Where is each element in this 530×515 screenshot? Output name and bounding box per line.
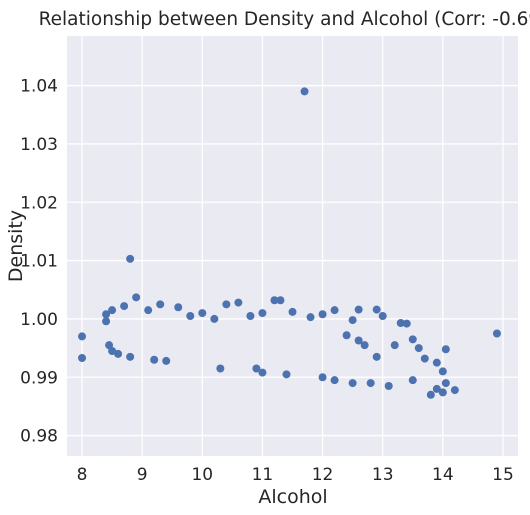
chart-title: Relationship between Density and Alcohol… bbox=[39, 9, 530, 30]
data-point bbox=[408, 376, 417, 385]
data-point bbox=[420, 354, 429, 363]
data-point bbox=[126, 254, 135, 263]
data-point bbox=[246, 312, 255, 320]
data-point bbox=[270, 296, 279, 305]
data-point bbox=[252, 364, 261, 373]
data-point bbox=[132, 293, 141, 302]
data-point bbox=[372, 305, 381, 314]
data-point bbox=[318, 310, 327, 319]
x-tick-label: 12 bbox=[312, 465, 334, 485]
data-point bbox=[120, 302, 129, 311]
grid-lines bbox=[67, 36, 518, 456]
data-point bbox=[216, 364, 225, 373]
data-point bbox=[402, 319, 411, 328]
data-point bbox=[318, 373, 327, 382]
x-tick-labels: 8 9 10 11 12 13 14 15 bbox=[77, 465, 514, 485]
data-point bbox=[102, 310, 111, 319]
y-tick-label: 0.98 bbox=[20, 427, 58, 447]
y-tick-label: 1.01 bbox=[20, 252, 58, 272]
data-point bbox=[300, 87, 309, 96]
data-point bbox=[144, 306, 153, 315]
x-tick-label: 15 bbox=[492, 465, 514, 485]
data-point bbox=[396, 319, 405, 327]
data-point bbox=[372, 352, 381, 361]
y-tick-label: 0.99 bbox=[20, 368, 58, 388]
data-point bbox=[354, 336, 363, 345]
data-point bbox=[288, 307, 297, 316]
data-point bbox=[258, 368, 267, 377]
x-tick-label: 9 bbox=[137, 465, 148, 485]
data-point bbox=[384, 382, 393, 390]
data-point bbox=[186, 312, 195, 320]
data-point bbox=[438, 388, 447, 397]
data-point bbox=[450, 386, 459, 395]
data-point bbox=[78, 332, 87, 341]
data-point bbox=[222, 300, 231, 309]
data-point bbox=[432, 384, 441, 393]
data-point bbox=[492, 329, 501, 338]
x-tick-label: 11 bbox=[252, 465, 274, 485]
y-tick-label: 1.00 bbox=[20, 310, 58, 330]
data-point bbox=[342, 331, 351, 340]
data-point bbox=[234, 298, 243, 307]
data-point bbox=[198, 309, 207, 318]
data-point bbox=[330, 306, 339, 315]
data-point bbox=[354, 305, 363, 314]
x-tick-label: 14 bbox=[432, 465, 454, 485]
x-tick-label: 13 bbox=[372, 465, 394, 485]
y-axis-label: Density bbox=[5, 210, 27, 282]
data-point bbox=[306, 313, 315, 322]
data-point bbox=[360, 341, 369, 350]
data-point bbox=[258, 309, 267, 318]
data-point bbox=[408, 335, 417, 344]
y-tick-label: 1.02 bbox=[20, 193, 58, 213]
data-point bbox=[366, 379, 375, 388]
x-axis-label: Alcohol bbox=[258, 486, 327, 508]
data-point bbox=[282, 370, 291, 379]
data-point bbox=[105, 341, 114, 350]
data-point bbox=[414, 344, 423, 353]
data-point bbox=[114, 349, 123, 358]
data-point bbox=[441, 379, 450, 388]
data-point bbox=[348, 379, 357, 388]
data-point bbox=[276, 296, 285, 305]
x-tick-label: 10 bbox=[191, 465, 213, 485]
x-tick-label: 8 bbox=[77, 465, 88, 485]
data-point bbox=[78, 354, 87, 362]
data-point bbox=[210, 314, 219, 323]
data-point bbox=[156, 300, 165, 309]
data-point bbox=[378, 312, 387, 320]
y-tick-label: 1.03 bbox=[20, 135, 58, 155]
data-point bbox=[108, 306, 117, 315]
data-point bbox=[390, 341, 399, 350]
data-point bbox=[330, 376, 339, 385]
data-point bbox=[126, 352, 135, 361]
data-point bbox=[150, 355, 159, 364]
y-tick-label: 1.04 bbox=[20, 77, 58, 97]
data-point bbox=[174, 303, 183, 312]
data-point bbox=[426, 390, 435, 399]
data-point bbox=[102, 317, 111, 326]
data-point bbox=[441, 345, 450, 354]
data-point bbox=[162, 356, 171, 365]
y-tick-labels: 0.98 0.99 1.00 1.01 1.02 1.03 1.04 bbox=[20, 77, 58, 447]
data-point bbox=[348, 316, 357, 325]
plot-background bbox=[67, 36, 518, 456]
data-point bbox=[432, 358, 441, 367]
data-points bbox=[78, 87, 501, 399]
data-point bbox=[438, 367, 447, 376]
